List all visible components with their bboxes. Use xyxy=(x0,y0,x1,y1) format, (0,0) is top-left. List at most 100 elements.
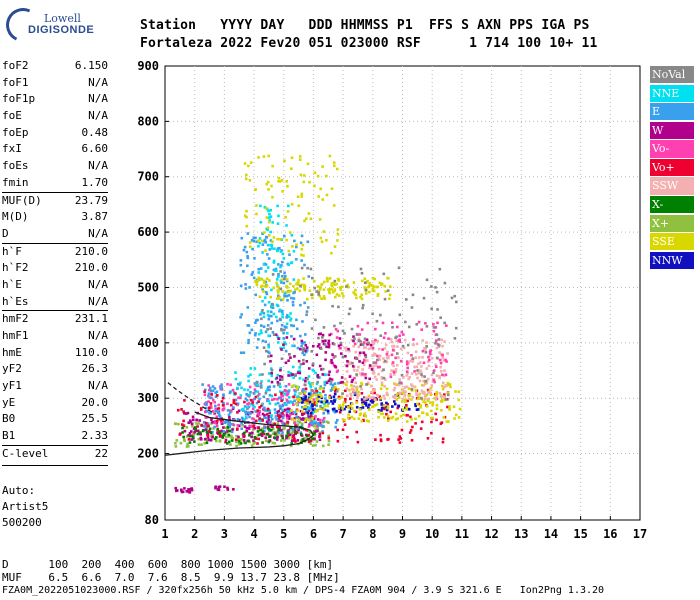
echo-point xyxy=(276,401,280,405)
echo-point xyxy=(310,276,314,280)
echo-point xyxy=(286,434,290,437)
echo-point xyxy=(272,261,276,264)
echo-point xyxy=(329,332,333,336)
echo-point xyxy=(209,402,213,405)
echo-point xyxy=(430,384,434,387)
echo-point xyxy=(268,212,271,216)
param-value: N/A xyxy=(88,226,108,240)
echo-point xyxy=(270,184,273,188)
echo-point xyxy=(362,363,366,367)
echo-point xyxy=(242,441,246,444)
echo-point xyxy=(285,316,289,319)
echo-point xyxy=(246,402,249,406)
echo-point xyxy=(206,433,210,437)
echo-point xyxy=(338,337,342,340)
legend-item: X+ xyxy=(650,214,694,232)
echo-point xyxy=(264,436,268,439)
echo-point xyxy=(215,439,218,443)
echo-point xyxy=(309,394,313,398)
echo-point xyxy=(213,400,217,404)
echo-point xyxy=(358,351,362,355)
echo-point xyxy=(293,399,296,403)
echo-point xyxy=(441,356,445,360)
echo-point xyxy=(434,326,438,329)
echo-point xyxy=(262,432,266,436)
echo-point xyxy=(348,307,352,311)
echo-point xyxy=(284,277,287,281)
echo-point xyxy=(285,294,289,298)
echo-point xyxy=(358,353,361,357)
echo-point xyxy=(322,416,326,420)
echo-point xyxy=(353,393,357,397)
echo-point xyxy=(209,411,212,415)
echo-point xyxy=(439,395,443,398)
echo-point xyxy=(208,388,211,392)
echo-point xyxy=(423,392,426,395)
echo-point xyxy=(215,394,219,397)
echo-point xyxy=(349,361,353,365)
echo-point xyxy=(298,399,302,403)
echo-point xyxy=(304,395,307,398)
echo-point xyxy=(267,399,271,403)
echo-point xyxy=(299,431,303,434)
echo-point xyxy=(300,253,303,257)
echo-point xyxy=(373,398,377,401)
legend-item: Vo- xyxy=(650,140,694,158)
echo-point xyxy=(324,373,327,376)
param-value: N/A xyxy=(88,92,108,106)
echo-point xyxy=(279,180,282,183)
echo-point xyxy=(398,340,402,343)
echo-point xyxy=(434,398,438,401)
echo-point xyxy=(277,286,281,289)
echo-point xyxy=(231,428,234,431)
echo-point xyxy=(411,293,415,297)
echo-point xyxy=(428,354,432,357)
x-tick-label: 6 xyxy=(310,527,317,541)
echo-point xyxy=(278,374,282,378)
echo-point xyxy=(266,180,270,184)
echo-point xyxy=(313,279,316,283)
echo-point xyxy=(376,365,380,369)
echo-point xyxy=(267,440,271,444)
echo-point xyxy=(281,422,285,426)
param-name: hmE xyxy=(2,345,22,359)
echo-point xyxy=(237,382,240,386)
echo-point xyxy=(207,438,211,442)
echo-point xyxy=(263,426,266,430)
echo-point xyxy=(267,300,271,304)
echo-point xyxy=(257,338,260,341)
echo-point xyxy=(337,395,341,399)
echo-point xyxy=(288,353,291,356)
echo-point xyxy=(394,370,398,374)
echo-point xyxy=(267,209,270,213)
echo-point xyxy=(247,164,250,168)
echo-point xyxy=(370,368,374,371)
echo-point xyxy=(300,341,304,345)
echo-point xyxy=(344,354,347,358)
echo-point xyxy=(274,267,278,271)
echo-point xyxy=(326,411,330,415)
echo-point xyxy=(366,359,369,362)
echo-point xyxy=(371,405,375,408)
echo-point xyxy=(371,343,374,347)
echo-point xyxy=(269,360,272,363)
echo-point xyxy=(258,241,261,245)
echo-point xyxy=(248,178,252,182)
echo-point xyxy=(376,394,380,397)
echo-point xyxy=(425,381,429,385)
echo-point xyxy=(308,382,312,386)
echo-point xyxy=(307,418,311,422)
echo-point xyxy=(277,214,280,218)
echo-point xyxy=(277,337,280,340)
echo-point xyxy=(327,402,330,405)
echo-point xyxy=(360,391,364,395)
echo-point xyxy=(199,431,202,434)
echo-point xyxy=(401,333,405,336)
echo-point xyxy=(447,383,451,386)
param-row: foEs N/A xyxy=(2,158,108,175)
echo-point xyxy=(273,397,276,401)
echo-point xyxy=(403,385,407,389)
echo-point xyxy=(341,403,345,407)
echo-point xyxy=(300,424,304,428)
echo-point xyxy=(397,266,401,270)
